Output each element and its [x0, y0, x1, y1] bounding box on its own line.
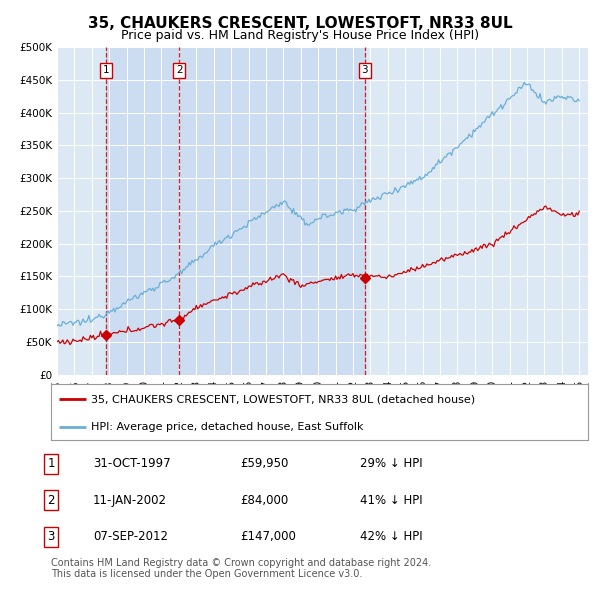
Text: £59,950: £59,950 — [240, 457, 289, 470]
Text: Contains HM Land Registry data © Crown copyright and database right 2024.
This d: Contains HM Land Registry data © Crown c… — [51, 558, 431, 579]
Text: 35, CHAUKERS CRESCENT, LOWESTOFT, NR33 8UL (detached house): 35, CHAUKERS CRESCENT, LOWESTOFT, NR33 8… — [91, 394, 475, 404]
Text: 1: 1 — [103, 65, 110, 75]
Bar — [106, 47, 365, 375]
Text: Price paid vs. HM Land Registry's House Price Index (HPI): Price paid vs. HM Land Registry's House … — [121, 29, 479, 42]
Text: 31-OCT-1997: 31-OCT-1997 — [93, 457, 170, 470]
Text: £84,000: £84,000 — [240, 494, 288, 507]
Text: 2: 2 — [47, 494, 55, 507]
Text: 3: 3 — [361, 65, 368, 75]
Text: 42% ↓ HPI: 42% ↓ HPI — [360, 530, 422, 543]
Text: 1: 1 — [47, 457, 55, 470]
Text: 35, CHAUKERS CRESCENT, LOWESTOFT, NR33 8UL: 35, CHAUKERS CRESCENT, LOWESTOFT, NR33 8… — [88, 16, 512, 31]
Text: 11-JAN-2002: 11-JAN-2002 — [93, 494, 167, 507]
Text: HPI: Average price, detached house, East Suffolk: HPI: Average price, detached house, East… — [91, 422, 364, 432]
Text: 29% ↓ HPI: 29% ↓ HPI — [360, 457, 422, 470]
Text: 3: 3 — [47, 530, 55, 543]
Text: £147,000: £147,000 — [240, 530, 296, 543]
Text: 2: 2 — [176, 65, 183, 75]
Text: 41% ↓ HPI: 41% ↓ HPI — [360, 494, 422, 507]
Text: 07-SEP-2012: 07-SEP-2012 — [93, 530, 168, 543]
